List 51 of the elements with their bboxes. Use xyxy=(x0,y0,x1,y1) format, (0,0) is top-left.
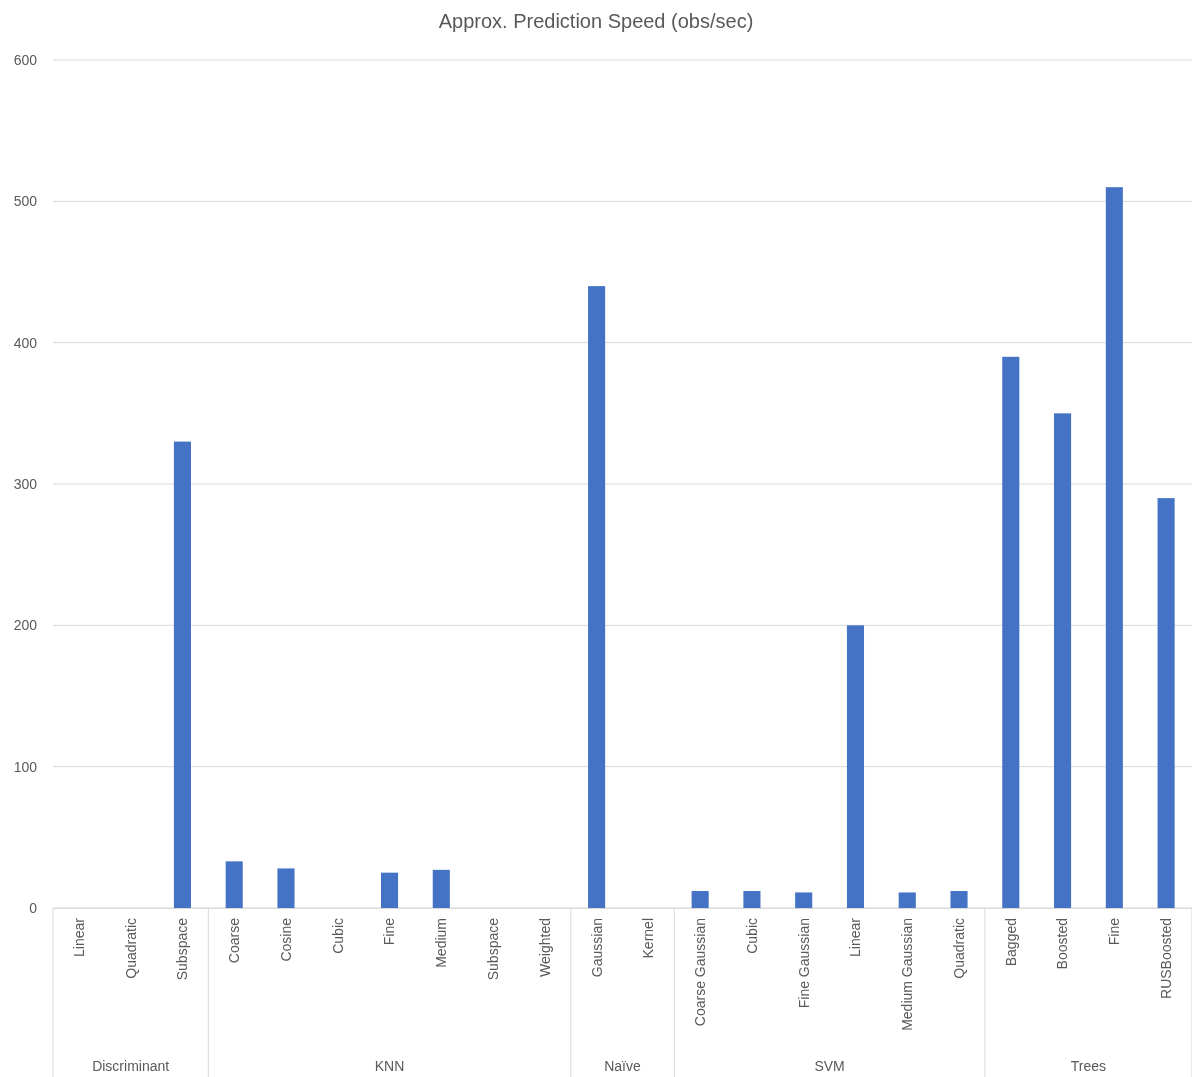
x-tick-label: Fine xyxy=(1106,917,1123,946)
x-tick-label: Fine xyxy=(381,917,398,946)
bar xyxy=(588,286,606,908)
x-tick-label: Linear xyxy=(70,917,87,957)
x-tick-label: Fine Gaussian xyxy=(795,918,812,1009)
bar xyxy=(950,891,968,908)
bar xyxy=(898,892,916,908)
x-tick-label: Kernel xyxy=(640,918,657,959)
x-tick-label: Gaussian xyxy=(588,918,605,978)
y-tick-label: 400 xyxy=(13,334,38,351)
bar xyxy=(277,868,295,908)
text: Trees xyxy=(1070,1058,1107,1074)
x-tick-label: Cosine xyxy=(277,917,294,962)
bar xyxy=(846,625,865,908)
bar xyxy=(432,869,450,908)
x-tick-label: Cubic xyxy=(329,918,346,954)
chart-title: Approx. Prediction Speed (obs/sec) xyxy=(438,10,754,32)
x-tick-label: Cubic xyxy=(743,918,760,954)
x-tick-label: Subspace xyxy=(484,917,501,981)
text: Discriminant xyxy=(92,1058,170,1074)
text: SVM xyxy=(814,1058,845,1074)
x-tick-label: Quadratic xyxy=(950,918,967,979)
y-tick-label: 200 xyxy=(13,617,38,634)
x-tick-label: Medium Gaussian xyxy=(899,918,916,1031)
x-tick-label: Linear xyxy=(847,917,864,957)
bar xyxy=(225,861,243,908)
y-tick-label: 500 xyxy=(13,193,38,210)
x-tick-label: RUSBoosted xyxy=(1158,918,1175,999)
x-tick-label: Medium xyxy=(433,918,450,968)
x-tick-label: Coarse Gaussian xyxy=(692,918,709,1027)
bar xyxy=(795,892,813,908)
x-tick-label: Boosted xyxy=(1054,918,1071,970)
y-tick-label: 300 xyxy=(13,475,38,492)
bar xyxy=(1002,356,1020,908)
x-tick-label: Weighted xyxy=(536,918,553,977)
bar xyxy=(743,891,761,908)
bar xyxy=(173,441,191,908)
bar xyxy=(1105,187,1123,908)
y-tick-label: 0 xyxy=(29,899,38,916)
text: Naïve xyxy=(604,1058,641,1074)
bar xyxy=(1054,413,1072,908)
text: KNN xyxy=(374,1058,405,1074)
x-tick-label: Bagged xyxy=(1002,918,1019,967)
y-tick-label: 600 xyxy=(13,51,38,68)
y-tick-label: 100 xyxy=(13,758,38,775)
bar xyxy=(691,891,709,908)
x-tick-label: Subspace xyxy=(174,917,191,981)
x-tick-label: Quadratic xyxy=(122,918,139,979)
bar xyxy=(380,872,399,908)
x-tick-label: Coarse xyxy=(226,917,243,964)
bar xyxy=(1157,498,1175,908)
